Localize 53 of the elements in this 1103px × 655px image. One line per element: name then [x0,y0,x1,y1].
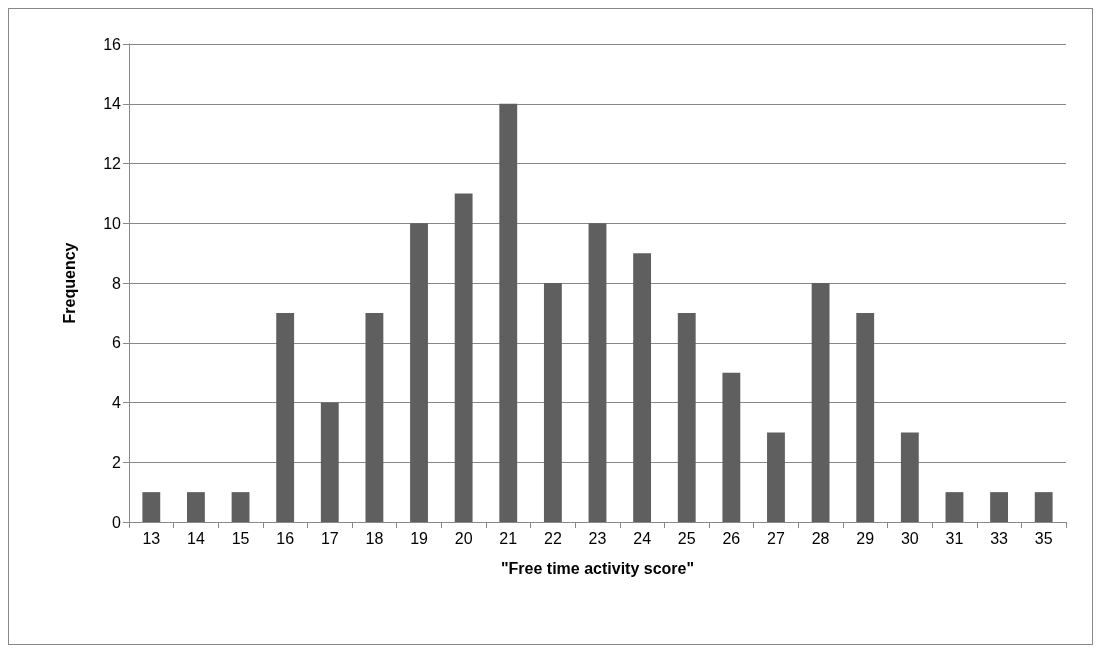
x-tick-label: 19 [410,529,429,547]
bar [543,283,562,522]
bar [811,283,830,522]
bar [231,492,250,522]
y-tick-label: 8 [112,274,122,292]
y-tick-label: 6 [112,334,122,352]
x-tick-label: 18 [365,529,384,547]
y-tick-label: 0 [112,513,122,531]
bar [990,492,1008,522]
bar [454,193,473,522]
bar [856,312,875,522]
y-tick-label: 14 [103,95,122,113]
bar [276,312,295,522]
x-tick-label: 24 [633,529,652,547]
bar [1034,492,1053,522]
y-tick-label: 12 [103,155,122,172]
bar [142,492,161,522]
bar [767,432,785,522]
bar [945,492,964,522]
x-axis-title: "Free time activity score" [500,559,695,577]
x-tick-label: 31 [945,529,964,547]
x-tick-label: 29 [856,529,875,547]
y-tick-label: 16 [103,35,122,53]
x-tick-label: 30 [900,529,919,547]
x-tick-label: 35 [1034,529,1053,547]
x-tick-label: 17 [320,529,339,547]
bar [633,253,652,522]
y-tick-label: 2 [112,453,122,471]
x-tick-label: 33 [990,529,1009,547]
x-tick-label: 14 [187,529,205,547]
bar [410,223,428,522]
x-tick-label: 15 [231,529,250,547]
x-tick-label: 13 [142,529,161,547]
x-tick-label: 16 [276,529,295,547]
y-tick-label: 10 [103,214,122,232]
bar [722,372,741,522]
x-tick-label: 26 [722,529,741,547]
bar [900,432,919,522]
x-tick-label: 22 [543,529,562,547]
x-tick-label: 20 [454,529,473,547]
x-tick-label: 21 [499,529,518,547]
y-tick-label: 4 [112,394,122,411]
bar [365,312,384,522]
x-tick-label: 23 [588,529,607,547]
x-tick-label: 25 [677,529,696,547]
x-tick-label: 27 [767,529,785,547]
bar [677,312,696,522]
x-tick-label: 28 [811,529,830,547]
bar [320,402,339,522]
bar [187,492,205,522]
bar [499,103,518,522]
bar [588,223,607,522]
y-axis-title: Frequency [60,242,78,324]
